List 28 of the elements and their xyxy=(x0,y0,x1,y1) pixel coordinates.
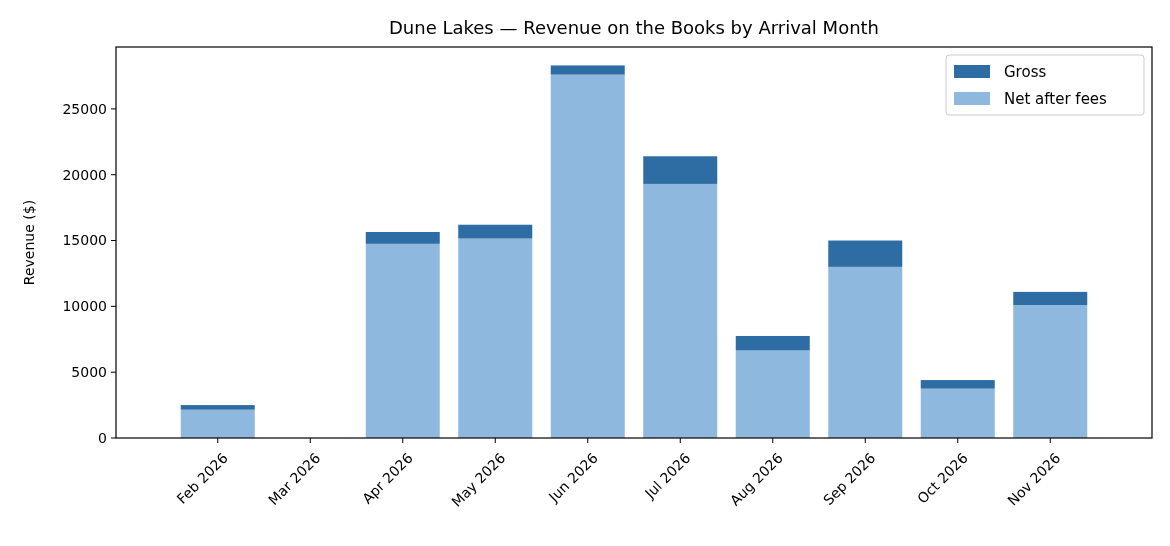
bar xyxy=(1013,305,1088,438)
y-tick-label: 5000 xyxy=(71,364,107,381)
y-axis-title: Revenue ($) xyxy=(21,199,37,286)
chart-title: Dune Lakes — Revenue on the Books by Arrival Month xyxy=(388,17,880,38)
y-tick-label: 10000 xyxy=(62,298,107,315)
bar xyxy=(1013,291,1088,306)
bar xyxy=(458,238,533,438)
y-tick-label: 0 xyxy=(98,429,107,446)
bar xyxy=(828,240,903,267)
y-tick-label: 25000 xyxy=(62,100,107,117)
y-tick-label: 15000 xyxy=(62,232,107,249)
bar xyxy=(828,266,903,438)
bar xyxy=(643,156,718,184)
bar xyxy=(180,405,255,410)
bar xyxy=(643,183,718,438)
bar xyxy=(920,380,995,389)
legend-label: Gross xyxy=(1004,63,1047,82)
bar xyxy=(180,409,255,438)
y-tick-label: 20000 xyxy=(62,166,107,183)
bar xyxy=(458,224,533,239)
bar xyxy=(365,231,440,244)
legend-label: Net after fees xyxy=(1004,90,1108,109)
bar xyxy=(365,243,440,438)
bar xyxy=(550,74,625,438)
bar xyxy=(735,350,810,438)
bar xyxy=(920,388,995,438)
bar xyxy=(735,335,810,351)
bar xyxy=(550,65,625,75)
